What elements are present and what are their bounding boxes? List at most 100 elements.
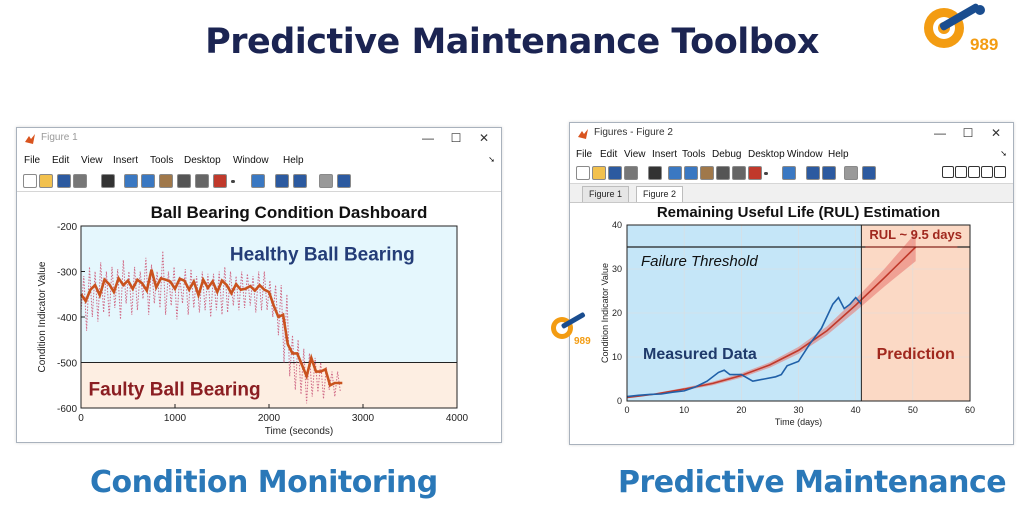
brush-icon[interactable] (213, 174, 227, 188)
save-icon[interactable] (608, 166, 622, 180)
matlab-icon (578, 129, 588, 139)
menu-help[interactable]: Help (283, 155, 304, 166)
new-file-icon[interactable] (576, 166, 590, 180)
new-file-icon[interactable] (23, 174, 37, 188)
zoom-in-icon[interactable] (668, 166, 682, 180)
menu-insert[interactable]: Insert (652, 149, 678, 160)
figure1-titlebar[interactable]: Figure 1 — ☐ ✕ (17, 128, 501, 150)
print-icon[interactable] (73, 174, 87, 188)
menu-tools[interactable]: Tools (682, 149, 706, 160)
x-axis-label: Time (seconds) (265, 426, 334, 437)
dock-icon[interactable] (337, 174, 351, 188)
legend-icon[interactable] (822, 166, 836, 180)
legend-icon[interactable] (293, 174, 307, 188)
hide-tools-icon[interactable] (319, 174, 333, 188)
dock-icon[interactable] (862, 166, 876, 180)
pointer-icon[interactable] (101, 174, 115, 188)
y-tick-label: 20 (612, 308, 622, 318)
rotate-icon[interactable] (177, 174, 191, 188)
tile-rows-icon[interactable] (968, 166, 980, 178)
y-tick-label: 30 (612, 264, 622, 274)
maximize-button[interactable]: ☐ (962, 126, 974, 140)
bearing-chart: 0 1000 2000 3000 4000 -200 -300 -400 -500 -600 Bal… (37, 203, 469, 437)
failure-threshold-label: Failure Threshold (641, 253, 758, 270)
menu-view[interactable]: View (624, 149, 646, 160)
figure2-window[interactable]: Figures - Figure 2 — ☐ ✕ ➘ File Edit View I… (569, 122, 1014, 445)
x-tick-label: 4000 (446, 413, 469, 424)
undock-icon[interactable] (994, 166, 1006, 178)
menu-view[interactable]: View (81, 155, 103, 166)
x-tick-label: 0 (624, 405, 629, 415)
y-tick-label: -200 (57, 222, 77, 233)
colorbar-icon[interactable] (275, 174, 289, 188)
logo-small-graphic: 989 (551, 312, 591, 347)
logo-text: 989 (970, 35, 998, 54)
chart-title: Ball Bearing Condition Dashboard (151, 203, 428, 222)
menu-window[interactable]: Window (233, 155, 269, 166)
menu-edit[interactable]: Edit (52, 155, 70, 166)
tile-grid-icon[interactable] (942, 166, 954, 178)
y-tick-label: -300 (57, 268, 77, 279)
caption-predictive-maintenance: Predictive Maintenance (618, 465, 1007, 500)
open-folder-icon[interactable] (592, 166, 606, 180)
pan-icon[interactable] (159, 174, 173, 188)
x-tick-label: 30 (793, 405, 803, 415)
open-folder-icon[interactable] (39, 174, 53, 188)
tile-columns-icon[interactable] (955, 166, 967, 178)
float-icon[interactable] (981, 166, 993, 178)
close-button[interactable]: ✕ (478, 131, 490, 145)
close-button[interactable]: ✕ (990, 126, 1002, 140)
figure2-titlebar[interactable]: Figures - Figure 2 — ☐ ✕ (570, 123, 1013, 145)
figure1-window[interactable]: Figure 1 — ☐ ✕ ➘ File Edit View Insert Tools… (16, 127, 502, 443)
data-cursor-icon[interactable] (195, 174, 209, 188)
menubar-arrow-icon[interactable]: ➘ (488, 155, 495, 164)
menu-desktop[interactable]: Desktop (748, 149, 785, 160)
menu-debug[interactable]: Debug (712, 149, 742, 160)
x-tick-label: 10 (679, 405, 689, 415)
zoom-out-icon[interactable] (141, 174, 155, 188)
menu-help[interactable]: Help (828, 149, 849, 160)
y-tick-label: 40 (612, 220, 622, 230)
menu-desktop[interactable]: Desktop (184, 155, 221, 166)
x-tick-label: 20 (736, 405, 746, 415)
minimize-button[interactable]: — (934, 126, 946, 140)
menubar-arrow-icon[interactable]: ➘ (1000, 149, 1007, 158)
zoom-in-icon[interactable] (124, 174, 138, 188)
menu-insert[interactable]: Insert (113, 155, 139, 166)
brush-dropdown-icon[interactable] (231, 180, 235, 183)
colorbar-icon[interactable] (806, 166, 820, 180)
tab-figure-2[interactable]: Figure 2 (636, 186, 684, 202)
link-icon[interactable] (251, 174, 265, 188)
print-icon[interactable] (624, 166, 638, 180)
menu-file[interactable]: File (24, 155, 41, 166)
pointer-icon[interactable] (648, 166, 662, 180)
figure1-title: Figure 1 (41, 132, 78, 143)
menu-edit[interactable]: Edit (600, 149, 618, 160)
region-faulty (81, 362, 457, 408)
y-tick-label: 10 (612, 352, 622, 362)
x-tick-label: 40 (851, 405, 861, 415)
menu-tools[interactable]: Tools (150, 155, 174, 166)
figure1-menubar: ➘ File Edit View Insert Tools Desktop Window He… (17, 153, 501, 169)
matlab-icon (25, 134, 35, 144)
menu-file[interactable]: File (576, 149, 593, 160)
y-tick-label: -500 (57, 359, 77, 370)
data-cursor-icon[interactable] (732, 166, 746, 180)
trend-line (626, 246, 917, 399)
brush-dropdown-icon[interactable] (764, 172, 768, 175)
slide-title: Predictive Maintenance Toolbox (205, 22, 819, 62)
menu-window[interactable]: Window (787, 149, 823, 160)
logo: 989 (918, 2, 1018, 62)
hide-tools-icon[interactable] (844, 166, 858, 180)
save-icon[interactable] (57, 174, 71, 188)
minimize-button[interactable]: — (422, 131, 434, 145)
measured-data-label: Measured Data (643, 346, 757, 363)
rotate-icon[interactable] (716, 166, 730, 180)
chart-title: Remaining Useful Life (RUL) Estimation (657, 204, 940, 221)
brush-icon[interactable] (748, 166, 762, 180)
link-icon[interactable] (782, 166, 796, 180)
tab-figure-1[interactable]: Figure 1 (582, 186, 630, 202)
maximize-button[interactable]: ☐ (450, 131, 462, 145)
pan-icon[interactable] (700, 166, 714, 180)
zoom-out-icon[interactable] (684, 166, 698, 180)
